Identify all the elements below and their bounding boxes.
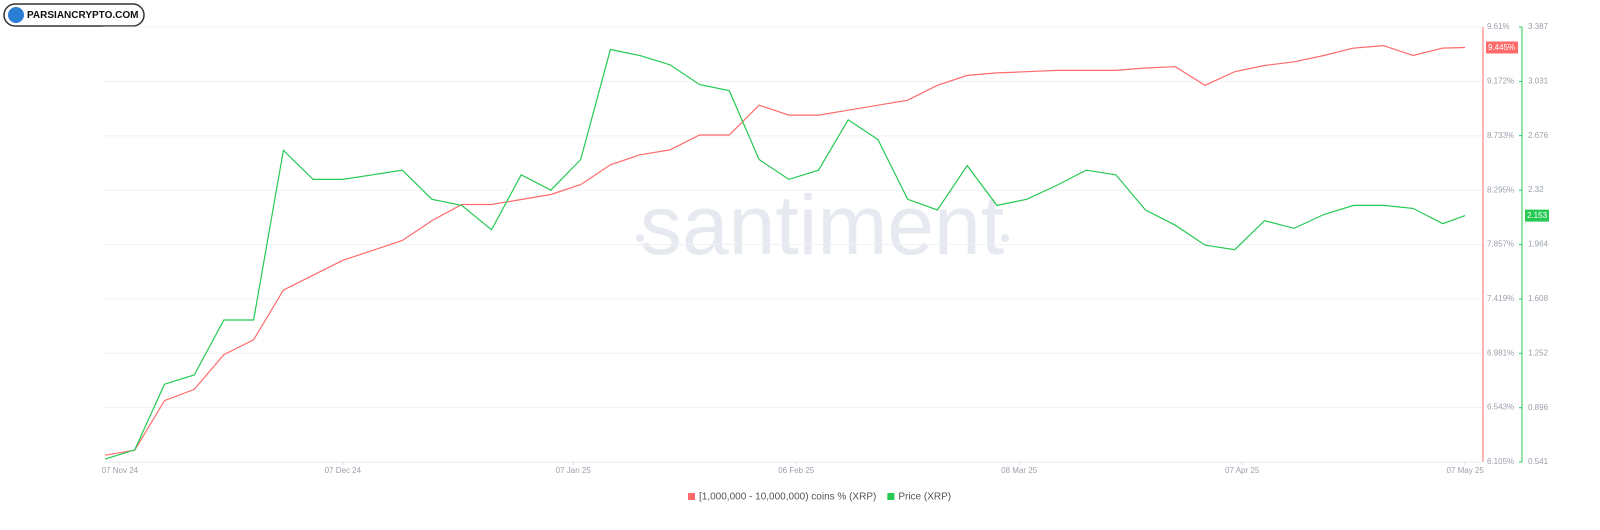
logo: PARSIANCRYPTO.COM	[3, 3, 145, 27]
legend-label: [1,000,000 - 10,000,000) coins % (XRP)	[699, 492, 876, 503]
legend-label: Price (XRP)	[898, 492, 951, 503]
legend-swatch	[887, 493, 895, 500]
y-tick-label: 8.733%	[1487, 131, 1514, 140]
y-tick-label: 8.295%	[1487, 185, 1514, 194]
y2-tick-label: 1.608	[1528, 294, 1549, 303]
x-tick-label: 07 May 25	[1446, 466, 1484, 475]
series-line	[104, 48, 1466, 460]
y-tick-label: 7.419%	[1487, 294, 1514, 303]
watermark-dot	[636, 234, 644, 242]
y2-tick-label: 0.541	[1528, 457, 1549, 466]
value-badge-bg	[1486, 41, 1518, 54]
y2-tick-label: 2.32	[1528, 185, 1544, 194]
value-badge: 2.153	[1525, 209, 1549, 222]
watermark-dot	[1001, 234, 1009, 242]
value-badge-bg	[1525, 209, 1549, 222]
x-tick-label: 07 Apr 25	[1225, 466, 1260, 475]
x-tick-label: 07 Dec 24	[325, 466, 362, 475]
watermark-text: santiment	[640, 178, 1004, 272]
y2-tick-label: 0.896	[1528, 403, 1549, 412]
y-tick-label: 7.857%	[1487, 240, 1514, 249]
value-label: 9.445%	[1488, 43, 1515, 52]
logo-text: PARSIANCRYPTO.COM	[27, 10, 139, 21]
y2-tick-label: 1.964	[1528, 240, 1549, 249]
y-tick-label: 6.105%	[1487, 457, 1514, 466]
legend-swatch	[688, 493, 695, 500]
value-label: 2.153	[1527, 211, 1548, 220]
x-tick-label: 07 Jan 25	[556, 466, 592, 475]
y2-tick-label: 3.387	[1528, 22, 1549, 31]
y-tick-label: 6.981%	[1487, 348, 1514, 357]
value-badge: 9.445%	[1486, 41, 1518, 54]
x-tick-label: 06 Feb 25	[778, 466, 815, 475]
y-tick-label: 9.61%	[1487, 22, 1510, 31]
y-tick-label: 6.543%	[1487, 403, 1514, 412]
logo-icon	[8, 7, 24, 23]
logo-badge	[3, 3, 145, 27]
watermark: santiment	[636, 178, 1009, 272]
legend: [1,000,000 - 10,000,000) coins % (XRP) Pr…	[688, 492, 951, 503]
series-line	[104, 44, 1466, 456]
x-tick-label: 07 Nov 24	[102, 466, 139, 475]
x-tick-label: 08 Mar 25	[1001, 466, 1038, 475]
y2-tick-label: 2.676	[1528, 131, 1549, 140]
y2-tick-label: 1.252	[1528, 348, 1549, 357]
y2-tick-label: 3.031	[1528, 77, 1549, 86]
y-tick-label: 9.172%	[1487, 76, 1514, 85]
